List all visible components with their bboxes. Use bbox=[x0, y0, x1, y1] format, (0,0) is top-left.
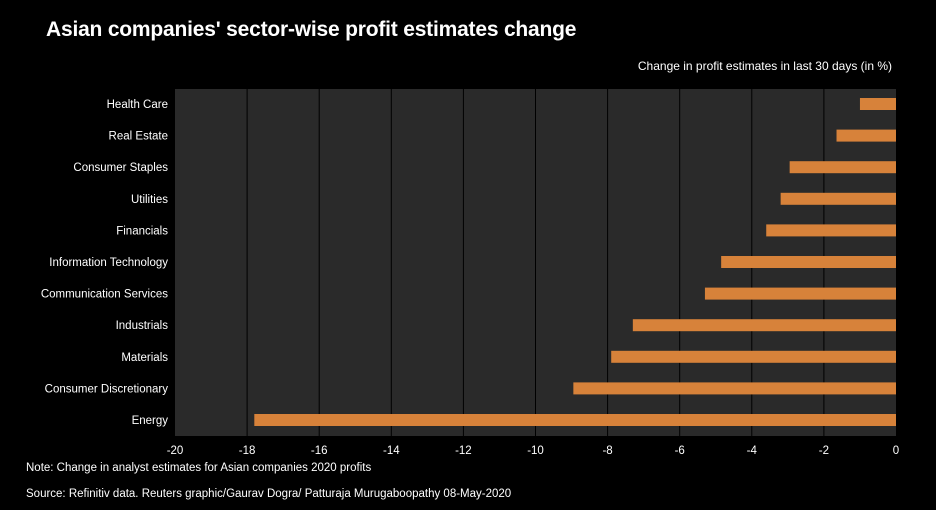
bar-communication-services bbox=[704, 287, 896, 300]
bar-consumer-discretionary bbox=[573, 382, 896, 395]
bar-materials bbox=[611, 350, 896, 363]
x-tick-label: -14 bbox=[383, 445, 400, 457]
category-label: Consumer Discretionary bbox=[45, 383, 169, 395]
x-tick-label: 0 bbox=[893, 445, 899, 457]
category-label: Financials bbox=[116, 225, 168, 237]
x-tick-label: -16 bbox=[311, 445, 328, 457]
category-label: Health Care bbox=[107, 99, 168, 111]
bar-utilities bbox=[780, 192, 896, 205]
chart-subtitle: Change in profit estimates in last 30 da… bbox=[637, 59, 892, 73]
category-label: Information Technology bbox=[49, 257, 168, 269]
x-tick-label: -8 bbox=[602, 445, 612, 457]
bar-consumer-staples bbox=[789, 161, 896, 174]
category-label: Materials bbox=[121, 352, 168, 364]
x-tick-label: -6 bbox=[675, 445, 685, 457]
bar-real-estate bbox=[836, 129, 896, 142]
bar-financials bbox=[766, 224, 896, 237]
chart-source: Source: Refinitiv data. Reuters graphic/… bbox=[26, 488, 512, 500]
category-label: Real Estate bbox=[109, 131, 168, 143]
category-label: Energy bbox=[132, 415, 169, 427]
category-label: Consumer Staples bbox=[73, 162, 168, 174]
category-label: Utilities bbox=[131, 194, 168, 206]
x-tick-labels: -20 -18 -16 -14 -12 -10 -8 -6 -4 -2 0 bbox=[167, 445, 900, 457]
category-label: Industrials bbox=[116, 320, 169, 332]
category-labels: Health Care Real Estate Consumer Staples Ut… bbox=[41, 99, 168, 427]
x-tick-label: -18 bbox=[239, 445, 256, 457]
x-tick-label: -2 bbox=[819, 445, 829, 457]
category-label: Communication Services bbox=[41, 289, 168, 301]
bar-energy bbox=[254, 414, 896, 426]
x-tick-label: -12 bbox=[455, 445, 472, 457]
x-tick-label: -20 bbox=[167, 445, 184, 457]
x-tick-label: -4 bbox=[747, 445, 758, 457]
bar-health-care bbox=[859, 98, 896, 110]
chart-title: Asian companies' sector-wise profit esti… bbox=[46, 18, 577, 41]
chart-note: Note: Change in analyst estimates for As… bbox=[26, 462, 372, 474]
bar-information-technology bbox=[721, 256, 896, 268]
bars bbox=[254, 98, 896, 426]
x-tick-label: -10 bbox=[527, 445, 544, 457]
bar-industrials bbox=[632, 319, 896, 332]
